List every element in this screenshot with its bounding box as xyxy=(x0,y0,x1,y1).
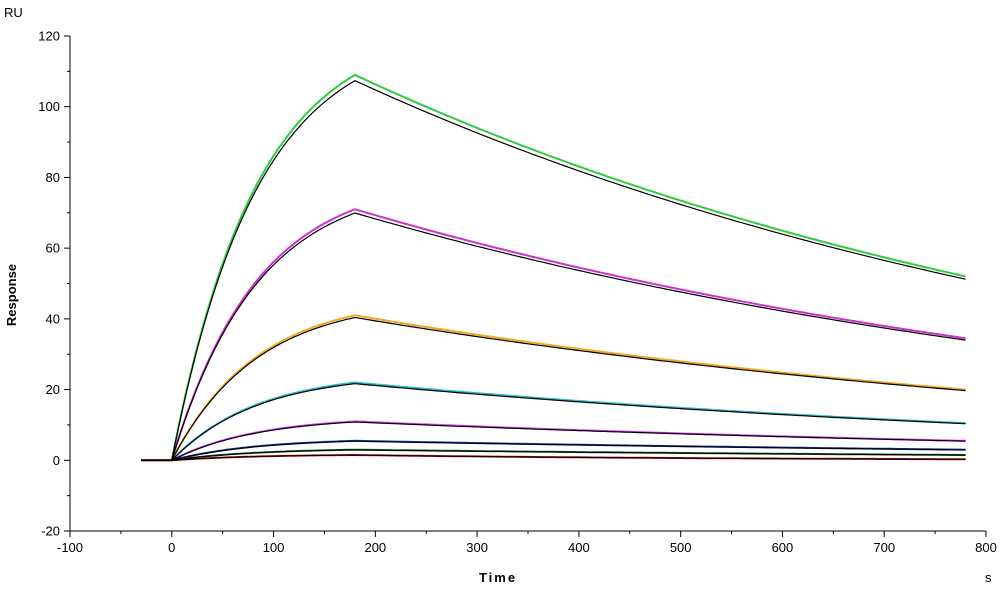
y-tick-label: 0 xyxy=(53,453,60,468)
y-tick-label: 120 xyxy=(38,29,60,44)
x-tick-label: 700 xyxy=(873,540,895,555)
x-tick-label: 800 xyxy=(975,540,997,555)
series-fit-line xyxy=(141,80,966,461)
y-tick-label: 40 xyxy=(46,311,60,326)
series-fit-line xyxy=(141,449,966,461)
y-axis-title: Response xyxy=(4,264,19,326)
series-data-line xyxy=(141,73,966,462)
x-tick-label: 0 xyxy=(168,540,175,555)
y-tick-label: 100 xyxy=(38,99,60,114)
series-data-line xyxy=(141,381,966,462)
plot-lines xyxy=(141,73,966,462)
series-fit-line xyxy=(141,421,966,461)
x-tick-label: 600 xyxy=(772,540,794,555)
x-unit-label: s xyxy=(985,570,992,585)
series-fit-line xyxy=(141,383,966,461)
x-tick-label: 200 xyxy=(364,540,386,555)
x-tick-label: 300 xyxy=(466,540,488,555)
series-fit-line xyxy=(141,440,966,461)
series-fit-line xyxy=(141,454,966,461)
y-tick-label: 20 xyxy=(46,382,60,397)
series-data-line xyxy=(141,208,966,462)
series-data-line xyxy=(141,314,966,462)
y-axis-ticks: -20 0 20 40 60 80 100 120 xyxy=(38,29,70,539)
x-axis-title: Time xyxy=(479,570,517,585)
series-fit-line xyxy=(141,212,966,461)
y-tick-label: 60 xyxy=(46,241,60,256)
x-tick-label: 400 xyxy=(568,540,590,555)
y-unit-label: RU xyxy=(4,5,23,20)
x-tick-label: 100 xyxy=(263,540,285,555)
x-tick-label: 500 xyxy=(670,540,692,555)
x-axis-ticks: -100 0 100 200 300 400 500 600 700 800 xyxy=(57,531,997,555)
series-fit-line xyxy=(141,316,966,461)
x-tick-label: -100 xyxy=(57,540,83,555)
y-tick-label: 80 xyxy=(46,170,60,185)
y-tick-label: -20 xyxy=(41,524,60,539)
